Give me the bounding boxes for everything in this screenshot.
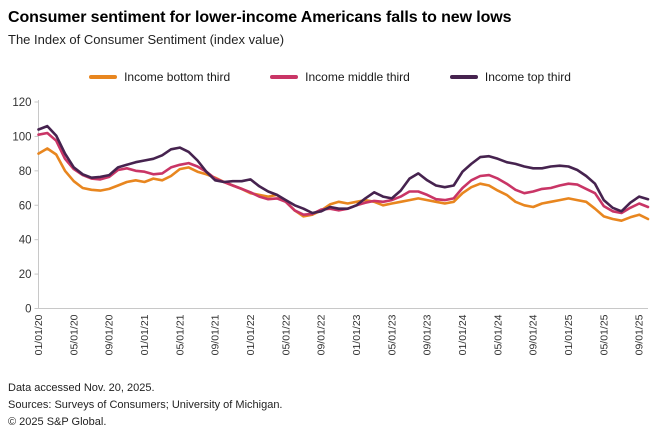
x-tick-label: 01/01/20 xyxy=(33,314,45,355)
x-tick-label: 01/01/24 xyxy=(457,314,469,355)
page-title: Consumer sentiment for lower-income Amer… xyxy=(8,9,512,26)
x-tick-label: 05/01/20 xyxy=(68,314,80,355)
x-tick-label: 01/01/22 xyxy=(245,314,257,355)
y-tick-label: 80 xyxy=(19,166,32,178)
x-tick-label: 09/01/25 xyxy=(634,314,646,355)
footer-accessed: Data accessed Nov. 20, 2025. xyxy=(8,382,155,394)
legend-label: Income middle third xyxy=(305,70,410,84)
y-tick-label: 100 xyxy=(12,131,31,143)
top-third-swatch-icon xyxy=(449,75,478,79)
x-tick-label: 01/01/21 xyxy=(139,314,151,355)
legend-item-bottom-third: Income bottom third xyxy=(89,70,230,84)
x-tick-label: 01/01/25 xyxy=(563,314,575,355)
y-tick-label: 60 xyxy=(19,200,32,212)
x-tick-label: 05/01/25 xyxy=(598,314,610,355)
x-tick-label: 05/01/22 xyxy=(280,314,292,355)
legend-label: Income bottom third xyxy=(124,70,231,84)
y-tick-label: 120 xyxy=(12,97,31,109)
x-tick-label: 09/01/22 xyxy=(316,314,328,355)
bottom-third-swatch-icon xyxy=(89,75,118,79)
legend-item-top-third: Income top third xyxy=(449,70,571,84)
legend-item-middle-third: Income middle third xyxy=(270,70,410,84)
x-tick-label: 05/01/24 xyxy=(492,314,504,355)
x-tick-label: 09/01/24 xyxy=(528,314,540,355)
x-tick-label: 09/01/20 xyxy=(104,314,116,355)
x-tick-label: 05/01/21 xyxy=(174,314,186,355)
y-tick-label: 0 xyxy=(25,304,31,316)
x-tick-label: 09/01/21 xyxy=(210,314,222,355)
legend: Income bottom third Income middle third … xyxy=(0,70,660,84)
page-subtitle: The Index of Consumer Sentiment (index v… xyxy=(8,32,285,47)
x-tick-label: 05/01/23 xyxy=(386,314,398,355)
footer-copyright: © 2025 S&P Global. xyxy=(8,416,107,429)
footer: Data accessed Nov. 20, 2025. Sources: Su… xyxy=(8,380,283,431)
series-line-income-bottom-third xyxy=(37,147,650,222)
chart-header: Consumer sentiment for lower-income Amer… xyxy=(8,9,652,47)
y-tick-label: 40 xyxy=(19,235,32,247)
x-tick-label: 09/01/23 xyxy=(422,314,434,355)
series-line-income-top-third xyxy=(37,124,650,215)
y-tick-label: 20 xyxy=(19,269,32,281)
middle-third-swatch-icon xyxy=(270,75,299,79)
legend-label: Income top third xyxy=(484,70,571,84)
x-tick-label: 01/01/23 xyxy=(351,314,363,355)
footer-sources: Sources: Surveys of Consumers; Universit… xyxy=(8,399,283,412)
